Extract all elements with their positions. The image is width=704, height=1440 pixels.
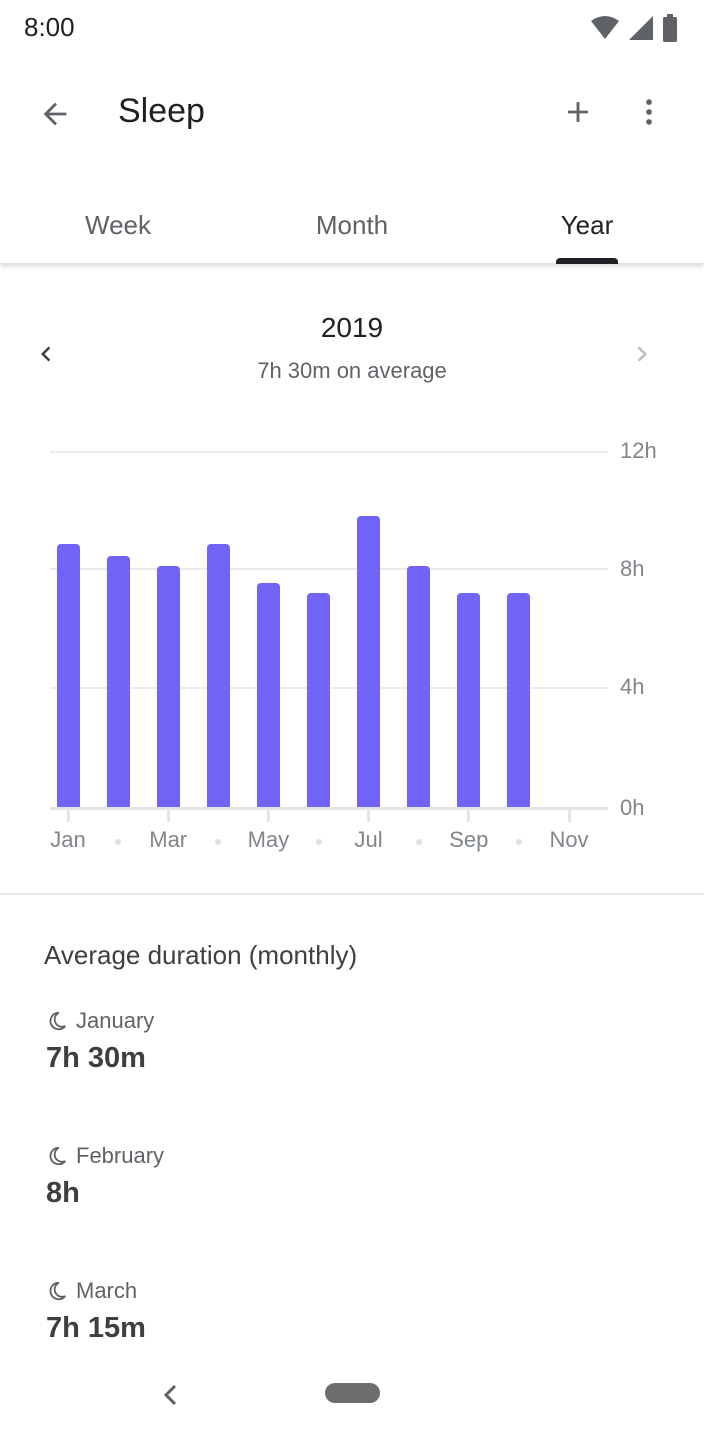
bar-apr[interactable] [206,543,230,808]
month-name: March [76,1278,138,1303]
bar-mar[interactable] [156,566,180,808]
x-tick [166,810,170,822]
x-tick [367,810,371,822]
x-dot [515,839,522,845]
x-label-mar: Mar [149,827,188,852]
battery-icon [663,14,677,42]
moon-icon [49,1146,66,1166]
y-label-12h: 12h [620,438,657,463]
tab-month[interactable]: Month [290,210,414,264]
monthly-section-title: Average duration (monthly) [44,940,358,970]
x-label-may: May [247,827,290,852]
period-year: 2019 [320,312,384,343]
tab-year[interactable]: Year [556,210,618,264]
chevron-right-icon [637,346,647,362]
chevron-left-icon [41,346,51,362]
app-bar: Sleep [0,70,704,156]
x-tick [467,810,471,822]
gridline-12h [50,451,608,453]
tab-month-label: Month [315,210,389,240]
bar-jun[interactable] [307,592,330,808]
bar-jul[interactable] [357,515,381,808]
x-label-jul: Jul [354,827,383,852]
x-tick [567,810,571,822]
tab-week-label: Week [85,210,151,240]
month-duration: 7h 30m [46,1042,146,1074]
x-label-jan: Jan [50,827,86,852]
x-axis [50,807,608,810]
x-tick [266,810,270,822]
x-dot [415,839,422,845]
month-duration: 8h [46,1177,80,1209]
month-name: January [76,1008,155,1033]
system-nav-bar [0,1365,704,1425]
moon-icon [49,1281,66,1301]
list-item-month[interactable]: March 7h 15m [46,1278,146,1345]
bar-may[interactable] [256,582,280,808]
more-options-button[interactable] [621,84,677,140]
arrow-back-icon [43,102,67,126]
x-tick [66,810,70,822]
sleep-bar-chart: 12h 8h 4h 0h Jan Mar May Jul Sep Nov [0,430,704,870]
home-pill-icon[interactable] [325,1383,380,1403]
y-label-4h: 4h [620,674,645,699]
bar-feb[interactable] [106,555,130,808]
back-button[interactable] [27,86,83,142]
signal-icon [629,16,653,40]
bar-oct[interactable] [507,592,531,808]
moon-icon [49,1011,66,1031]
period-average: 7h 30m on average [257,358,447,383]
y-label-0h: 0h [620,795,645,820]
x-label-sep: Sep [449,827,489,852]
x-dot [215,839,222,845]
bar-jan[interactable] [56,543,80,808]
month-duration: 7h 15m [46,1312,146,1344]
next-period-button[interactable] [614,326,670,382]
list-item-month[interactable]: February 8h [46,1143,164,1210]
wifi-icon [591,16,619,39]
gridline-8h [50,568,608,570]
page-title: Sleep [118,92,205,130]
month-name: February [76,1143,165,1168]
y-label-8h: 8h [620,556,645,581]
status-icons [590,14,678,42]
active-tab-indicator [556,258,618,264]
x-dot [315,839,322,845]
previous-period-button[interactable] [18,326,74,382]
add-button[interactable] [550,84,606,140]
tab-year-label: Year [560,210,614,240]
status-bar: 8:00 [0,0,704,56]
x-dot [115,839,122,845]
list-item-month[interactable]: January 7h 30m [46,1008,154,1075]
period-header: 2019 7h 30m on average [0,300,704,400]
period-tabs: Week Month Year [0,196,704,264]
system-back-button[interactable] [156,1377,186,1413]
tab-week[interactable]: Week [60,210,176,264]
x-label-nov: Nov [549,827,589,852]
section-divider [0,893,704,895]
bar-sep[interactable] [457,592,481,808]
plus-icon [568,102,588,122]
more-vert-icon [646,99,652,125]
nav-back-icon [163,1384,177,1406]
bar-aug[interactable] [407,566,431,808]
status-time: 8:00 [24,12,75,42]
